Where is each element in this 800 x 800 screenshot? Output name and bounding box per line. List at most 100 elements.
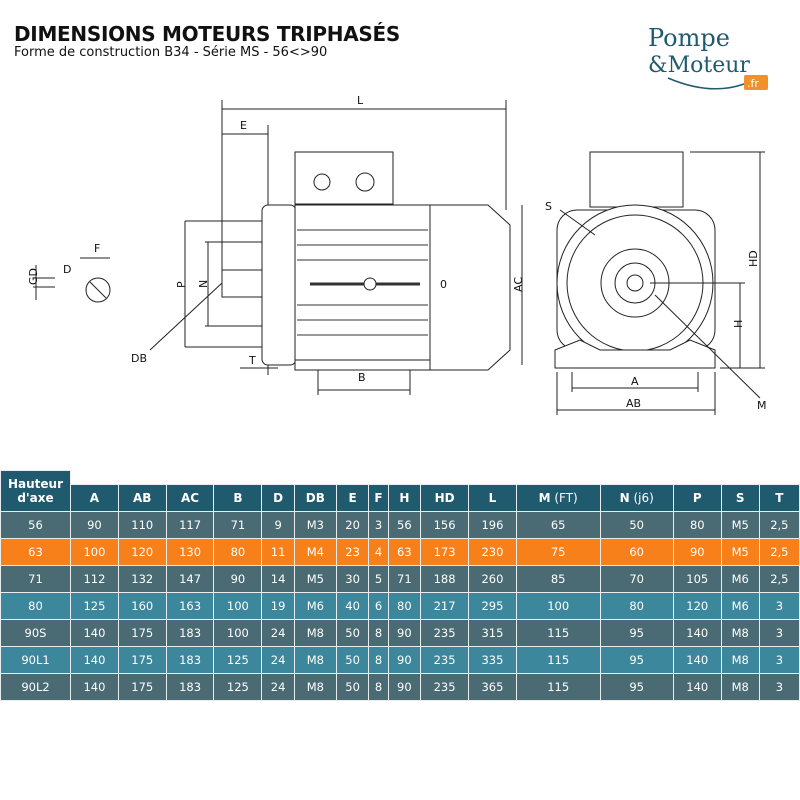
table-cell: 188: [420, 565, 469, 593]
column-header: H: [387, 484, 422, 512]
table-cell: 71: [213, 511, 263, 539]
column-header: AC: [165, 484, 215, 512]
label-AB: AB: [626, 397, 641, 410]
table-cell: 23: [335, 538, 370, 566]
table-cell: M8: [293, 619, 337, 647]
label-S: S: [545, 200, 552, 213]
table-cell: 71: [387, 565, 422, 593]
table-cell: 156: [420, 511, 469, 539]
column-header-label: F: [374, 491, 383, 505]
table-cell: 230: [468, 538, 517, 566]
table-row: 90S 140 175 183 100 24 M8 50 8 90 235 315 115 95 140 M8…: [0, 619, 800, 647]
table-cell: 115: [515, 646, 601, 674]
table-cell: 3: [758, 592, 800, 620]
table-cell: 95: [599, 673, 674, 701]
dimensions-table: Hauteur d'axe A AB AC B D DB E F H HD L M (FT) N (j6)…: [0, 470, 800, 701]
table-cell: 120: [117, 538, 167, 566]
table-cell: 175: [117, 673, 167, 701]
table-cell: 100: [213, 592, 263, 620]
label-HD: HD: [747, 250, 760, 267]
table-cell: 24: [261, 646, 295, 674]
table-cell: 140: [672, 619, 722, 647]
table-cell: 260: [468, 565, 517, 593]
table-row: 71 112 132 147 90 14 M5 30 5 71 188 260 85 70 105 M6 2,5: [0, 565, 800, 593]
table-cell: 235: [420, 646, 469, 674]
table-cell: 183: [165, 619, 215, 647]
column-header-label: E: [348, 491, 357, 505]
table-cell: 90: [387, 646, 422, 674]
table-cell: M6: [720, 592, 760, 620]
table-cell: 3: [758, 673, 800, 701]
table-cell: 90: [387, 673, 422, 701]
table-cell: 90: [672, 538, 722, 566]
column-header-label: L: [488, 491, 497, 505]
table-cell: 115: [515, 619, 601, 647]
table-cell: 140: [672, 646, 722, 674]
column-header: DB: [293, 484, 337, 512]
table-cell: 90L1: [0, 646, 71, 674]
table-cell: 140: [70, 673, 119, 701]
table-cell: 75: [515, 538, 601, 566]
column-header-unit: (j6): [629, 491, 654, 505]
table-cell: 140: [672, 673, 722, 701]
table-cell: 335: [468, 646, 517, 674]
table-cell: 100: [515, 592, 601, 620]
table-cell: 90: [213, 565, 263, 593]
table-cell: 235: [420, 619, 469, 647]
table-cell: 175: [117, 646, 167, 674]
table-cell: 8: [368, 673, 389, 701]
column-header: N (j6): [599, 484, 674, 512]
table-cell: 196: [468, 511, 517, 539]
table-cell: 60: [599, 538, 674, 566]
column-header: E: [335, 484, 370, 512]
column-header-label: S: [735, 491, 745, 505]
table-cell: 2,5: [758, 511, 800, 539]
table-cell: 217: [420, 592, 469, 620]
table-row: 56 90 110 117 71 9 M3 20 3 56 156 196 65 50 80 M5 2,5: [0, 511, 800, 539]
table-cell: 6: [368, 592, 389, 620]
table-cell: 50: [335, 673, 370, 701]
brand-logo: Pompe &Moteur .fr: [648, 24, 768, 90]
column-header: M (FT): [515, 484, 601, 512]
table-row: 80 125 160 163 100 19 M6 40 6 80 217 295 100 80 120 M6 3: [0, 592, 800, 620]
table-cell: 100: [213, 619, 263, 647]
table-cell: M8: [720, 673, 760, 701]
column-header: A: [70, 484, 119, 512]
column-header-label: AC: [181, 491, 200, 505]
table-cell: 80: [672, 511, 722, 539]
column-header: AB: [117, 484, 167, 512]
table-cell: M3: [293, 511, 337, 539]
table-cell: 8: [368, 619, 389, 647]
table-cell: 315: [468, 619, 517, 647]
column-header-label: P: [692, 491, 702, 505]
label-T: T: [248, 354, 256, 367]
label-A: A: [631, 375, 639, 388]
label-H: H: [732, 320, 745, 328]
column-header-label: M: [538, 491, 551, 505]
label-N: N: [197, 280, 210, 288]
table-cell: M8: [720, 619, 760, 647]
table-cell: 90: [70, 511, 119, 539]
column-header-label: DB: [305, 491, 325, 505]
table-cell: 110: [117, 511, 167, 539]
table-cell: 19: [261, 592, 295, 620]
label-DB: DB: [131, 352, 147, 365]
column-header: S: [720, 484, 760, 512]
column-header-label: A: [89, 491, 100, 505]
table-cell: 56: [0, 511, 71, 539]
table-cell: 175: [117, 619, 167, 647]
label-L: L: [357, 94, 364, 107]
table-cell: 5: [368, 565, 389, 593]
table-cell: 3: [758, 646, 800, 674]
table-cell: 9: [261, 511, 295, 539]
table-cell: 120: [672, 592, 722, 620]
page-title: DIMENSIONS MOTEURS TRIPHASÉS: [14, 22, 400, 46]
header-hauteur: Hauteur d'axe: [0, 470, 71, 512]
table-cell: 3: [758, 619, 800, 647]
column-header-unit: (FT): [550, 491, 578, 505]
page-subtitle: Forme de construction B34 - Série MS - 5…: [14, 45, 328, 60]
table-cell: 2,5: [758, 565, 800, 593]
table-cell: M5: [293, 565, 337, 593]
header-line: d'axe: [17, 491, 54, 505]
column-header-label: N: [619, 491, 630, 505]
